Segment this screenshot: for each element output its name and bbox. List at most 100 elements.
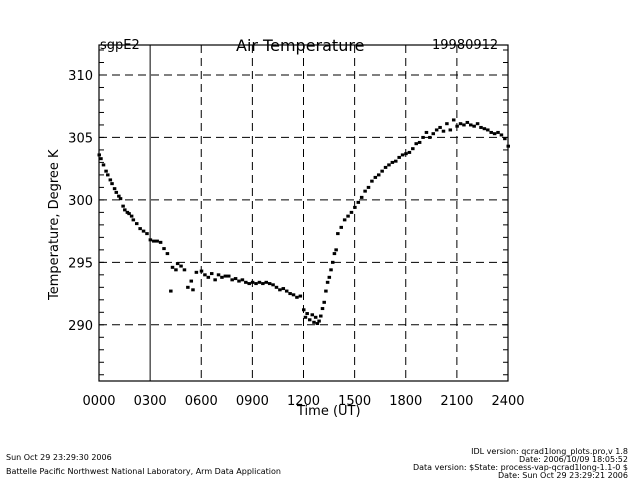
data-point — [129, 214, 134, 218]
x-tick-label: 0900 — [236, 394, 269, 409]
data-point — [123, 208, 127, 212]
data-point — [407, 150, 412, 154]
data-point — [291, 293, 296, 297]
data-point — [366, 185, 371, 189]
x-tick-label: 1500 — [338, 394, 371, 409]
data-point — [307, 318, 312, 322]
y-tick-label: 295 — [68, 256, 93, 271]
y-tick-label: 310 — [68, 69, 93, 84]
data-point — [257, 280, 262, 284]
data-point — [325, 280, 330, 284]
footer-idl-version: IDL version: qcrad1long_plots.pro,v 1.8 — [471, 447, 628, 456]
data-point — [271, 283, 275, 287]
data-point — [121, 204, 125, 208]
y-tick-label: 300 — [68, 194, 93, 209]
data-point — [189, 279, 194, 283]
data-point — [303, 315, 308, 319]
footer-data-date: Date: Sun Oct 29 23:29:21 2006 — [497, 471, 628, 480]
data-point — [359, 195, 364, 199]
data-point — [104, 169, 108, 173]
data-point — [380, 169, 384, 173]
data-point — [356, 200, 361, 204]
data-point — [451, 118, 456, 122]
data-point — [152, 239, 156, 243]
data-point — [110, 182, 114, 186]
data-point — [319, 314, 323, 318]
data-point — [486, 128, 490, 132]
data-point — [342, 218, 347, 222]
data-point — [329, 268, 333, 272]
data-point — [445, 122, 449, 126]
data-point — [387, 163, 391, 167]
data-point — [349, 210, 354, 214]
data-point — [417, 140, 422, 144]
data-point — [363, 189, 367, 193]
data-point — [458, 122, 463, 126]
data-point — [244, 280, 248, 284]
y-tick-label: 290 — [68, 319, 93, 334]
data-point — [469, 123, 473, 127]
data-point — [332, 252, 337, 256]
data-point — [400, 153, 405, 157]
footer-timestamp: Sun Oct 29 23:29:30 2006 — [6, 453, 112, 462]
data-point — [346, 214, 350, 218]
data-point — [274, 285, 279, 289]
data-point — [424, 130, 429, 134]
data-point — [434, 128, 439, 132]
data-point — [397, 155, 401, 159]
data-point — [489, 130, 493, 134]
data-point — [353, 205, 357, 209]
data-point — [240, 278, 245, 282]
x-axis-label: Time (UT) — [297, 404, 361, 419]
data-point — [438, 125, 442, 129]
data-point — [134, 222, 139, 226]
data-point — [206, 275, 211, 279]
data-point — [330, 260, 335, 264]
x-tick-label: 0300 — [134, 394, 167, 409]
data-point — [394, 159, 398, 163]
data-point — [281, 287, 286, 291]
data-point — [203, 273, 207, 277]
data-point — [170, 265, 175, 269]
x-tick-label: 1800 — [389, 394, 422, 409]
data-point — [499, 133, 504, 137]
footer-idl-date: Date: 2006/10/09 18:05:52 — [519, 455, 628, 464]
data-point — [165, 252, 170, 256]
data-point — [288, 292, 292, 296]
data-point — [141, 229, 146, 233]
data-point — [376, 173, 381, 177]
footer-data-version: Data version: $State: process-vap-qcrad1… — [412, 463, 628, 472]
data-point — [148, 238, 153, 242]
data-point — [431, 132, 436, 136]
data-point — [233, 277, 238, 281]
data-point — [336, 232, 340, 236]
footer-credit: Battelle Pacific Northwest National Labo… — [6, 467, 281, 476]
data-point — [315, 322, 320, 326]
data-point — [278, 288, 282, 292]
data-point — [324, 289, 328, 293]
data-point — [448, 128, 453, 132]
data-point — [138, 227, 142, 231]
data-point — [112, 187, 117, 191]
data-point — [482, 127, 487, 131]
data-point — [114, 190, 119, 194]
data-point — [334, 248, 338, 252]
data-point — [145, 232, 149, 236]
data-point — [414, 142, 418, 146]
data-point — [479, 125, 483, 129]
data-point — [475, 122, 480, 126]
data-point — [496, 130, 500, 134]
data-point — [503, 137, 507, 141]
data-point — [472, 124, 476, 128]
date-label: 19980912 — [432, 38, 499, 53]
data-point — [465, 120, 470, 124]
data-point — [174, 268, 178, 272]
y-tick-label: 305 — [68, 131, 93, 146]
data-point — [101, 163, 106, 167]
data-point — [313, 315, 318, 319]
data-point — [194, 270, 199, 274]
data-point — [305, 312, 309, 316]
x-tick-label: 0600 — [185, 394, 218, 409]
